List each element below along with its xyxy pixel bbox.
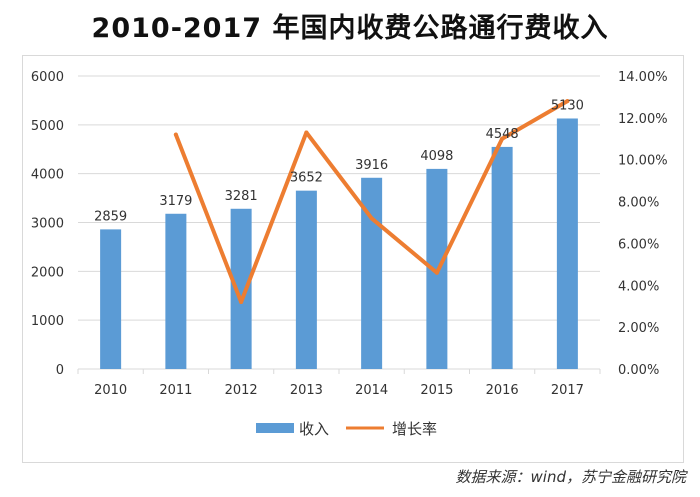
- x-tick-label: 2013: [290, 383, 323, 398]
- y-right-tick-label: 6.00%: [618, 237, 659, 252]
- legend-label-growth: 增长率: [392, 420, 437, 438]
- y-left-tick-label: 3000: [31, 217, 64, 232]
- x-tick-label: 2010: [94, 383, 127, 398]
- growth-rate-point: [239, 300, 244, 305]
- bar-value-label: 3916: [355, 158, 388, 173]
- legend-label-income: 收入: [299, 420, 329, 438]
- bar-value-label: 4098: [420, 149, 453, 164]
- x-tick-label: 2017: [551, 383, 584, 398]
- bar-value-label: 3652: [290, 171, 323, 186]
- bar: [230, 208, 252, 369]
- bar: [100, 229, 122, 369]
- y-right-tick-label: 2.00%: [618, 321, 659, 336]
- y-right-tick-label: 10.00%: [618, 154, 668, 169]
- y-right-tick-label: 14.00%: [618, 70, 668, 85]
- chart-frame: [22, 55, 684, 463]
- bar: [165, 213, 187, 369]
- growth-rate-point: [369, 216, 374, 221]
- growth-rate-point: [434, 270, 439, 275]
- y-left-tick-label: 4000: [31, 168, 64, 183]
- y-right-tick-label: 12.00%: [618, 112, 668, 127]
- bar: [556, 118, 578, 369]
- bar-value-label: 2859: [94, 209, 127, 224]
- bar-value-label: 3281: [225, 189, 258, 204]
- bar-value-label: 5130: [551, 98, 584, 113]
- bar: [361, 177, 383, 369]
- legend-swatch-income: [256, 423, 294, 433]
- y-right-tick-label: 8.00%: [618, 196, 659, 211]
- y-left-tick-label: 5000: [31, 119, 64, 134]
- x-tick-label: 2012: [225, 383, 258, 398]
- y-right-tick-label: 0.00%: [618, 363, 659, 378]
- x-tick-label: 2016: [486, 383, 519, 398]
- x-tick-label: 2011: [159, 383, 192, 398]
- y-left-tick-label: 1000: [31, 314, 64, 329]
- y-left-tick-label: 0: [56, 363, 64, 378]
- source-note: 数据来源：wind，苏宁金融研究院: [455, 468, 686, 486]
- bar: [491, 146, 513, 369]
- x-tick-label: 2014: [355, 383, 388, 398]
- y-left-tick-label: 2000: [31, 265, 64, 280]
- growth-rate-point: [565, 99, 570, 104]
- growth-rate-point: [500, 136, 505, 141]
- bar: [295, 190, 317, 369]
- bar-value-label: 4548: [486, 127, 519, 142]
- y-left-tick-label: 6000: [31, 70, 64, 85]
- growth-rate-point: [173, 132, 178, 137]
- chart-title: 2010-2017 年国内收费公路通行费收入: [91, 13, 609, 44]
- growth-rate-point: [304, 130, 309, 135]
- y-right-tick-label: 4.00%: [618, 279, 659, 294]
- bar-value-label: 3179: [159, 194, 192, 209]
- x-tick-label: 2015: [420, 383, 453, 398]
